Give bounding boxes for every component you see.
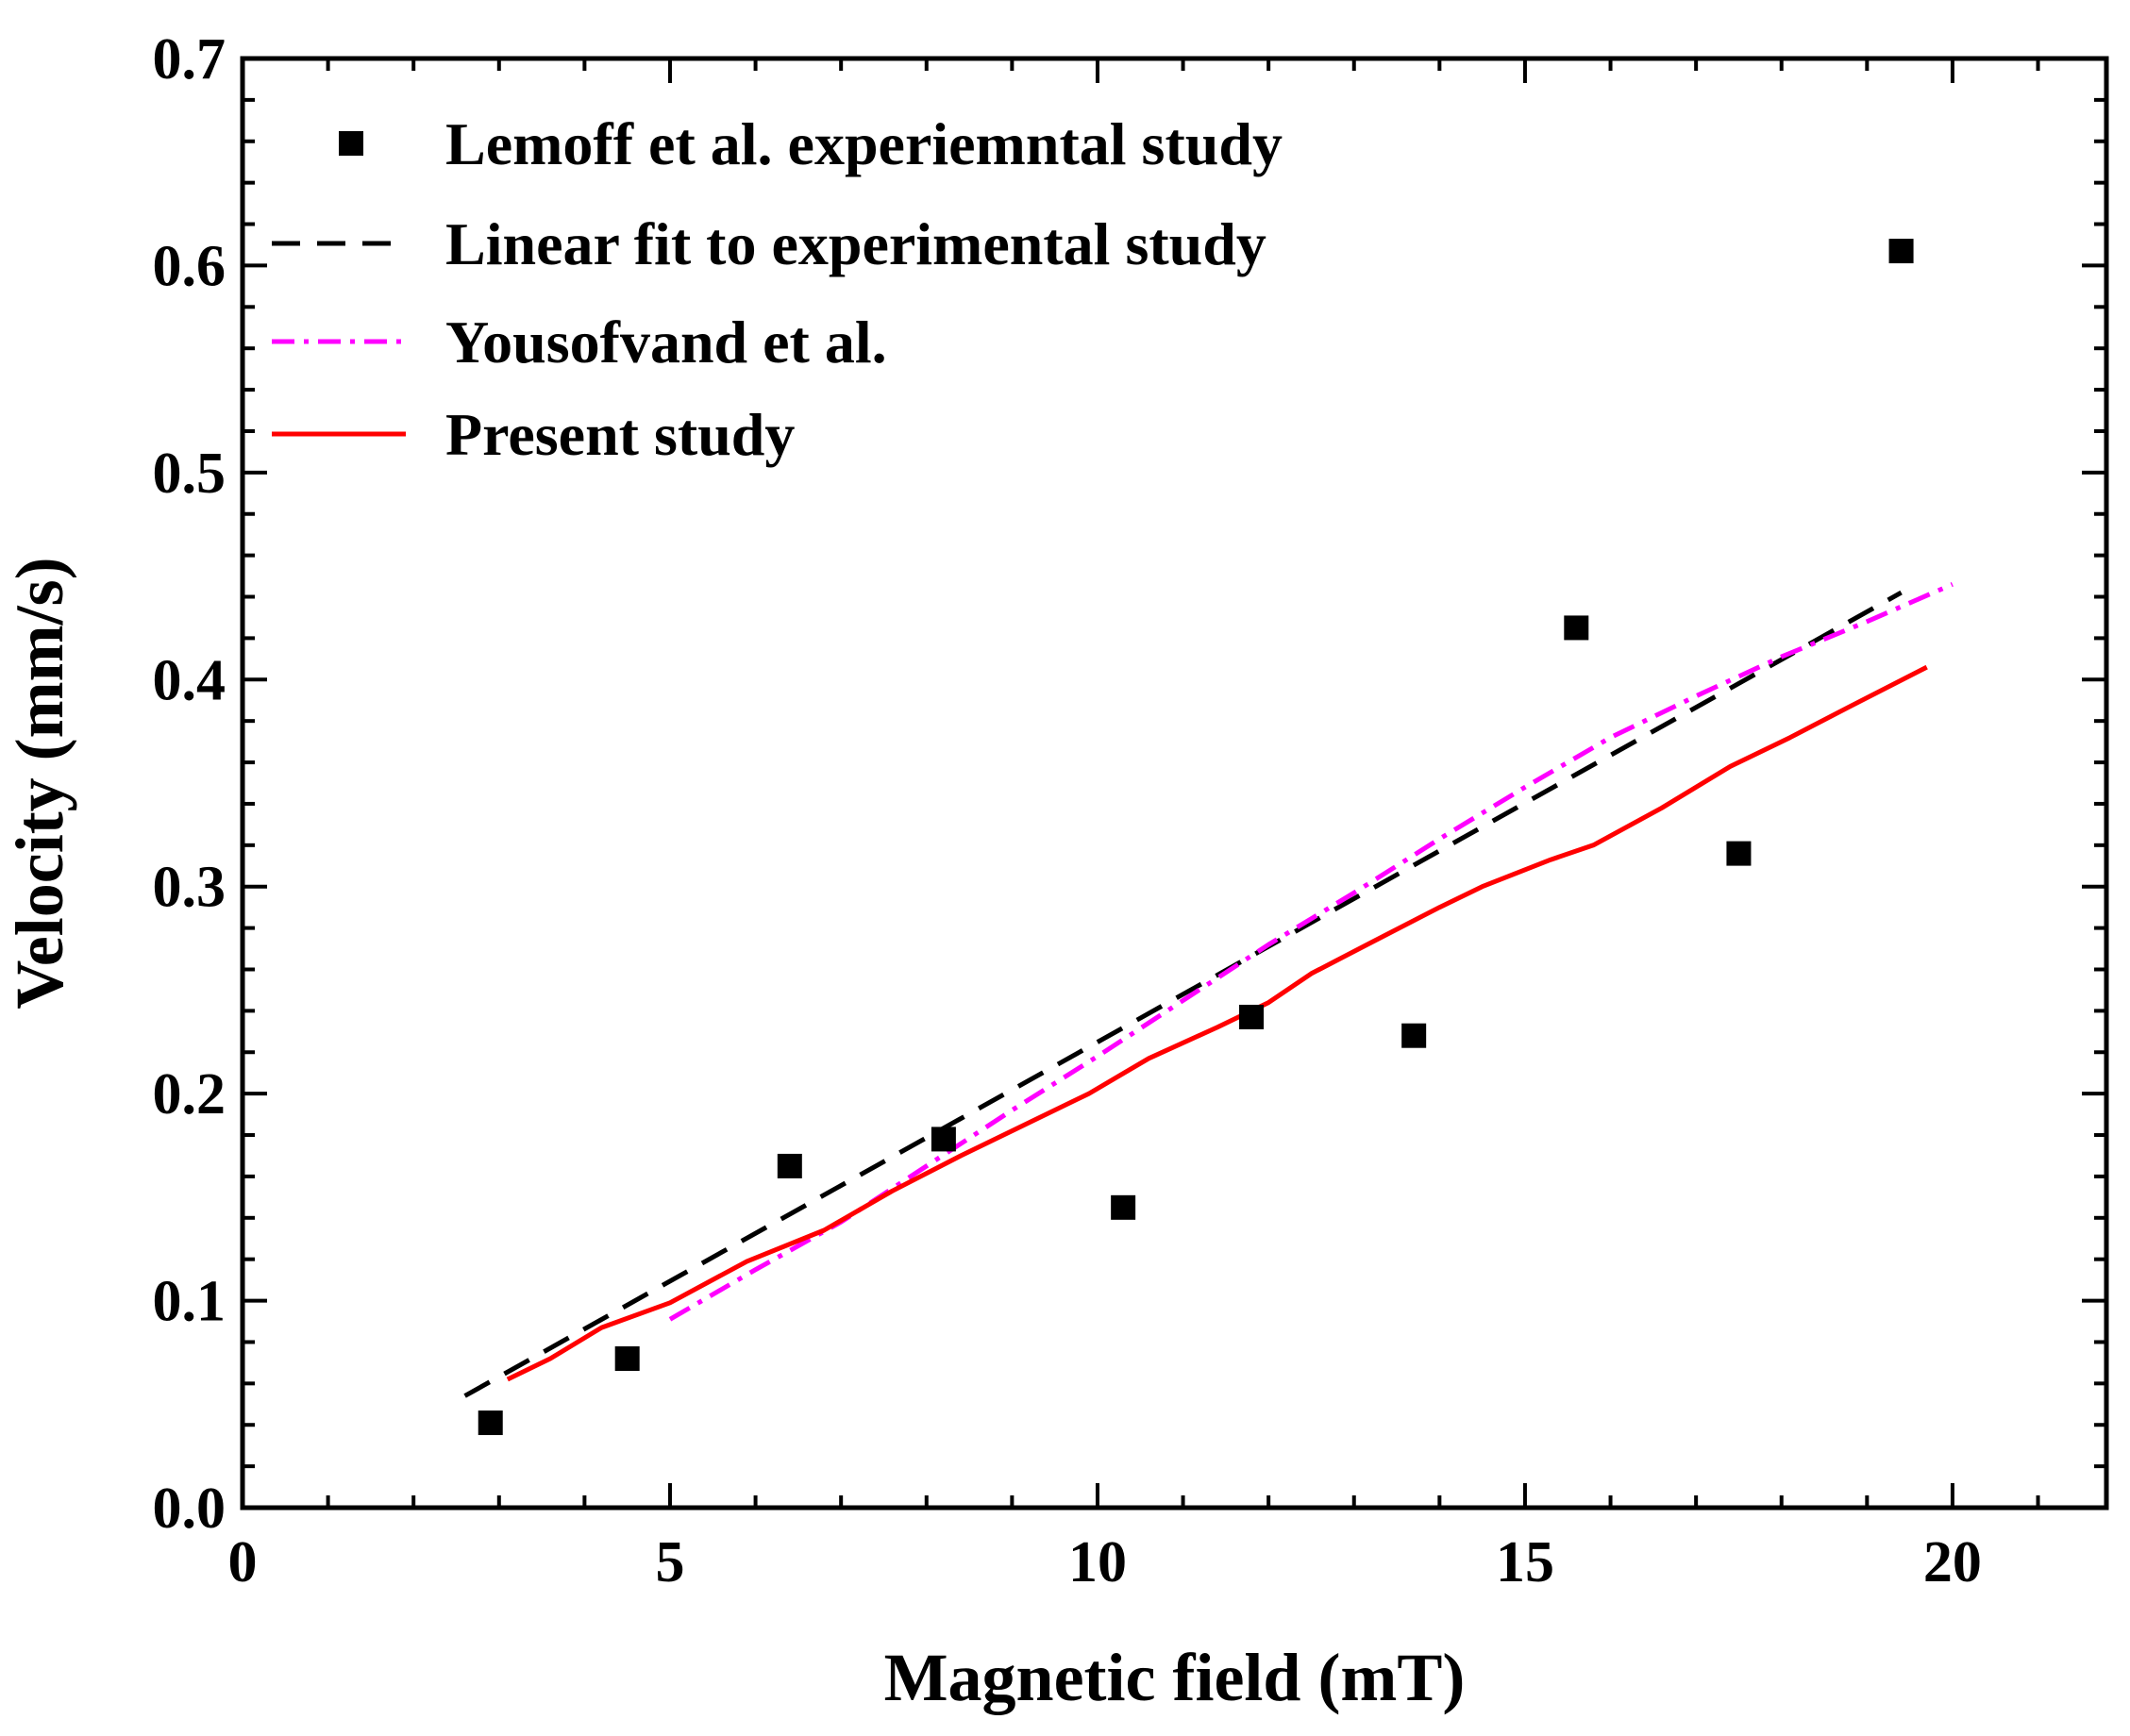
x-tick-label: 0 [228, 1530, 258, 1594]
plot-frame [240, 56, 2109, 1511]
y-tick-label: 0.5 [153, 442, 226, 506]
legend-label: Linear fit to experimental study [445, 210, 1266, 277]
y-tick-label: 0.2 [153, 1062, 226, 1127]
y-axis-title: Velocity (mm/s) [2, 557, 77, 1009]
legend-label: Present study [445, 401, 795, 468]
tick-labels: 0 5 10 15 20 0.0 0.1 0.2 0.3 0.4 0.5 0.6 0.7 [153, 27, 1982, 1594]
y-tick-label: 0.1 [153, 1270, 226, 1334]
x-tick-label: 10 [1068, 1530, 1127, 1594]
data-point [1888, 239, 1914, 264]
series-layer [463, 239, 1954, 1436]
y-tick-label: 0.7 [153, 27, 226, 92]
x-tick-label: 20 [1923, 1530, 1982, 1594]
x-axis-title: Magnetic field (mT) [884, 1640, 1466, 1715]
y-tick-label: 0.4 [153, 648, 226, 712]
data-point [614, 1346, 640, 1372]
data-point [931, 1127, 956, 1152]
y-tick-label: 0.6 [153, 234, 226, 298]
data-point [1564, 615, 1589, 641]
data-point [1239, 1004, 1265, 1029]
series-line-1 [463, 590, 1903, 1398]
y-tick-label: 0.0 [153, 1477, 226, 1541]
data-point [1401, 1023, 1427, 1048]
data-point [777, 1153, 802, 1178]
y-tick-label: 0.3 [153, 856, 226, 920]
x-tick-label: 15 [1496, 1530, 1554, 1594]
data-point [1726, 841, 1752, 866]
data-point [478, 1410, 503, 1436]
legend-label: Yousofvand et al. [445, 309, 887, 376]
legend-marker [339, 131, 363, 156]
legend: Lemoff et al. experiemntal study Linear f… [272, 110, 1283, 468]
x-tick-label: 5 [655, 1530, 684, 1594]
legend-label: Lemoff et al. experiemntal study [445, 110, 1283, 177]
data-point [1111, 1194, 1136, 1220]
